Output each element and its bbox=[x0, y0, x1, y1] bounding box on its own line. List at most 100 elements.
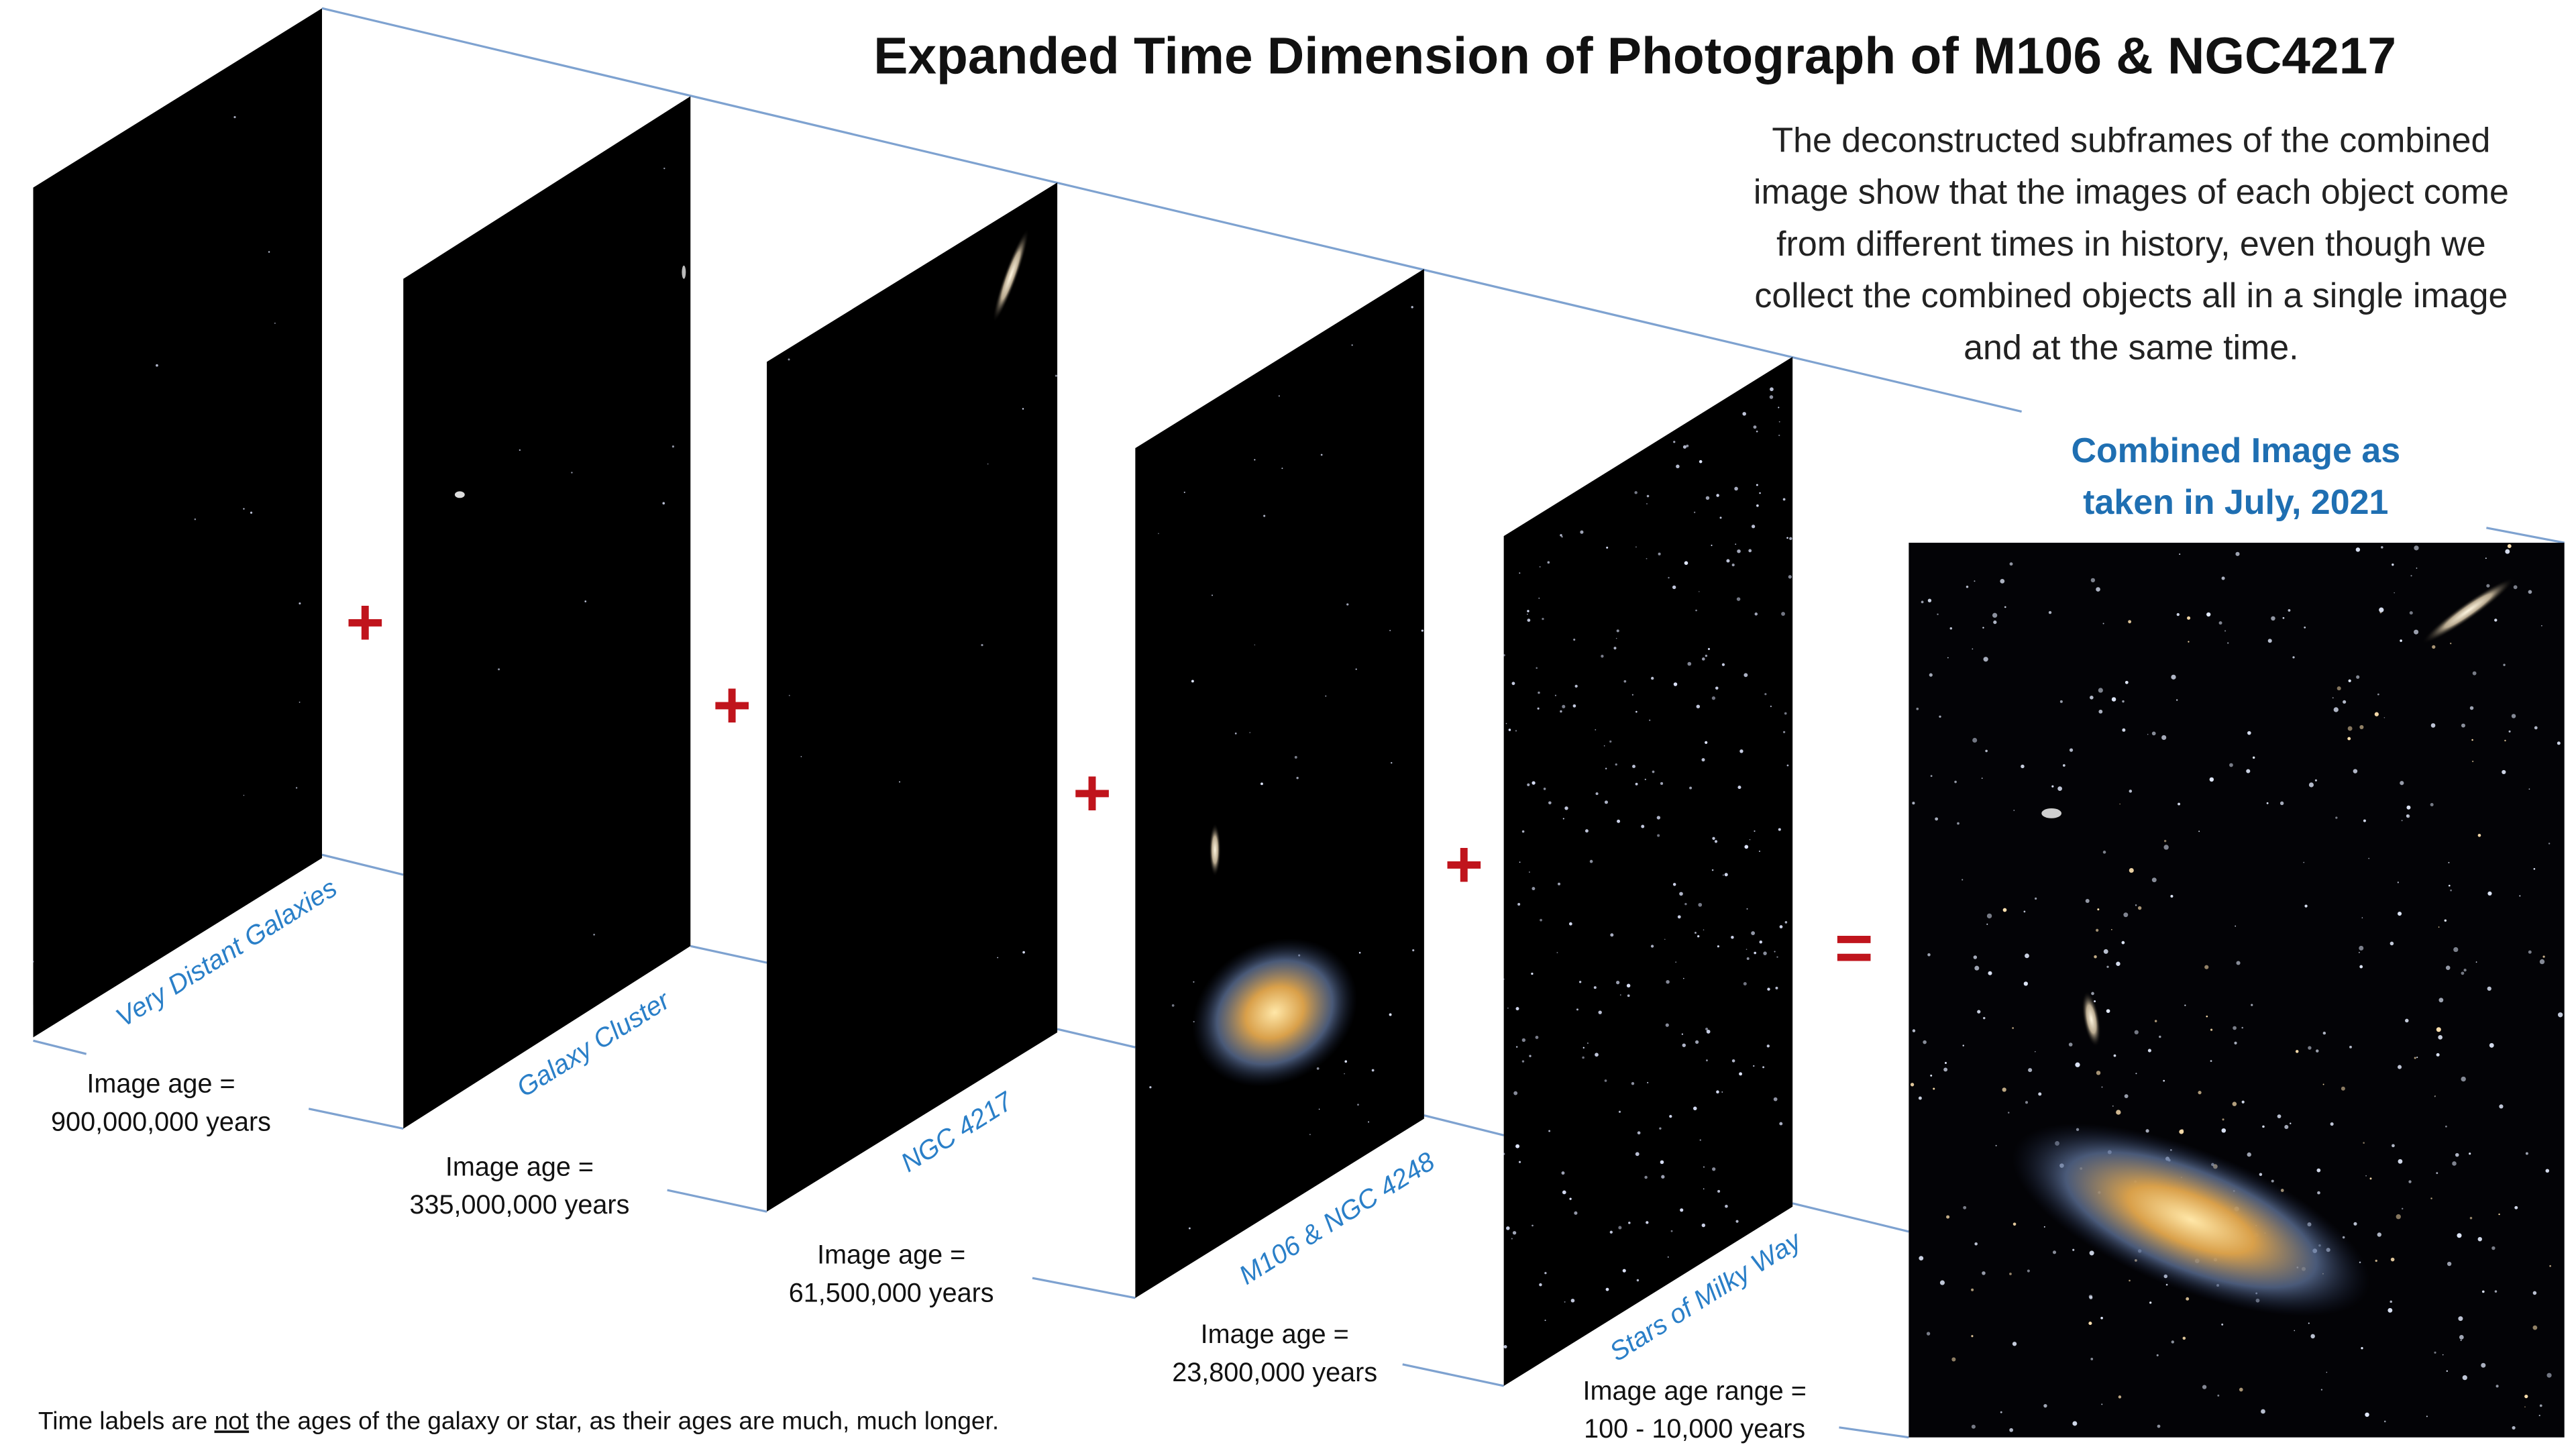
star bbox=[1753, 1065, 1755, 1067]
star bbox=[2326, 1371, 2328, 1373]
star bbox=[2101, 1403, 2103, 1405]
star bbox=[1503, 978, 1505, 980]
star bbox=[2088, 1295, 2093, 1299]
star bbox=[2347, 737, 2351, 741]
star bbox=[2236, 961, 2241, 965]
star bbox=[1721, 1091, 1723, 1093]
star bbox=[2481, 1362, 2486, 1368]
star bbox=[1589, 859, 1593, 863]
star bbox=[2057, 786, 2062, 792]
star bbox=[2232, 1102, 2237, 1106]
star bbox=[2369, 1177, 2372, 1180]
star bbox=[1561, 1171, 1565, 1175]
star bbox=[1646, 557, 1648, 559]
star bbox=[2182, 1336, 2186, 1340]
plus-sign: + bbox=[1444, 827, 1483, 902]
star bbox=[1412, 949, 1415, 952]
star bbox=[2235, 551, 2240, 556]
star bbox=[2271, 616, 2275, 621]
star bbox=[2094, 955, 2097, 959]
star bbox=[1715, 686, 1719, 690]
star bbox=[1543, 788, 1546, 790]
star bbox=[1712, 837, 1715, 840]
star bbox=[1762, 1066, 1765, 1069]
star bbox=[2013, 810, 2015, 811]
star bbox=[1921, 600, 1924, 604]
star bbox=[2317, 1191, 2320, 1195]
star bbox=[1635, 782, 1638, 786]
star bbox=[2004, 606, 2006, 608]
star bbox=[1548, 801, 1552, 805]
star bbox=[1918, 1096, 1922, 1100]
star bbox=[1916, 707, 1919, 710]
star bbox=[1649, 719, 1651, 721]
galaxy bbox=[1209, 823, 1221, 877]
star bbox=[1519, 861, 1521, 863]
star bbox=[2368, 857, 2370, 859]
star bbox=[1603, 745, 1605, 747]
star bbox=[1962, 879, 1964, 881]
star bbox=[2528, 590, 2532, 594]
star bbox=[2176, 699, 2178, 701]
star bbox=[1782, 498, 1786, 501]
star bbox=[2106, 1009, 2110, 1014]
star bbox=[1618, 1110, 1621, 1113]
star bbox=[1681, 1033, 1683, 1035]
star bbox=[2511, 714, 2516, 718]
star bbox=[2267, 639, 2272, 643]
star bbox=[1358, 951, 1361, 954]
star bbox=[1711, 544, 1713, 546]
star bbox=[1705, 741, 1708, 745]
star bbox=[1325, 695, 1327, 697]
star bbox=[1929, 673, 1933, 677]
star bbox=[1368, 1121, 1370, 1123]
star bbox=[2075, 1062, 2080, 1067]
star bbox=[2129, 867, 2134, 873]
star bbox=[1985, 749, 1988, 753]
star bbox=[2137, 906, 2142, 910]
star bbox=[2128, 620, 2132, 624]
star bbox=[1701, 657, 1705, 661]
star bbox=[2147, 733, 2149, 735]
star bbox=[2204, 965, 2209, 969]
star bbox=[1701, 758, 1705, 762]
star bbox=[268, 251, 270, 253]
star bbox=[2414, 1057, 2416, 1059]
panel-face bbox=[767, 182, 1058, 1212]
star bbox=[2353, 1222, 2357, 1226]
star bbox=[1986, 913, 1992, 919]
star bbox=[1672, 585, 1676, 590]
star bbox=[1548, 1130, 1551, 1132]
star bbox=[2002, 908, 2007, 912]
star bbox=[981, 643, 983, 647]
star bbox=[2198, 1091, 2202, 1095]
star bbox=[1346, 603, 1349, 606]
star bbox=[2008, 1112, 2010, 1114]
star bbox=[1982, 627, 1984, 629]
star bbox=[2247, 1152, 2251, 1157]
star bbox=[2129, 790, 2133, 793]
star bbox=[1604, 800, 1608, 804]
star bbox=[2210, 1060, 2212, 1063]
star bbox=[2457, 1233, 2462, 1238]
star bbox=[2038, 1092, 2042, 1096]
star bbox=[1751, 931, 1756, 935]
star bbox=[1682, 445, 1686, 449]
star bbox=[1789, 537, 1792, 540]
star bbox=[2304, 904, 2308, 908]
star bbox=[2494, 1290, 2498, 1293]
star bbox=[1652, 770, 1655, 773]
star bbox=[1610, 933, 1614, 937]
star bbox=[1593, 986, 1597, 989]
star bbox=[1636, 1279, 1640, 1282]
star bbox=[1711, 869, 1714, 871]
star bbox=[2322, 1083, 2324, 1085]
star bbox=[2121, 941, 2125, 945]
star bbox=[1631, 694, 1633, 696]
star bbox=[2134, 1030, 2139, 1034]
star bbox=[2438, 926, 2440, 928]
star bbox=[2059, 700, 2063, 703]
